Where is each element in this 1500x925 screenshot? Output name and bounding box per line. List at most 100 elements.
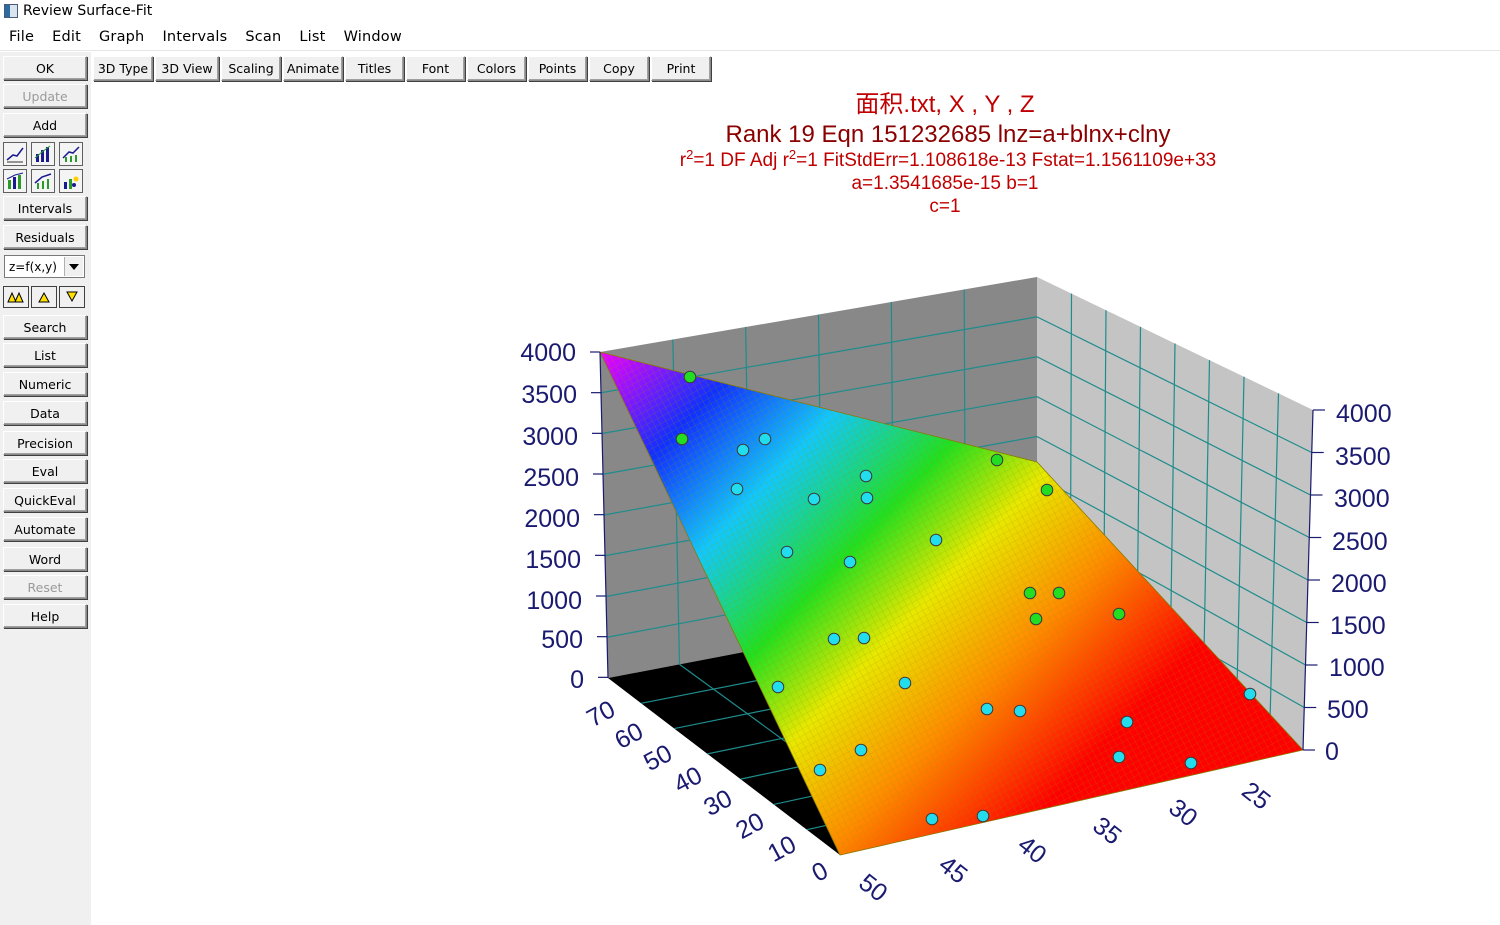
x-tick-label: 50 <box>853 868 892 907</box>
data-point <box>780 545 794 559</box>
plot-title-stats: r2=1 DF Adj r2=1 FitStdErr=1.108618e-13 … <box>680 147 1216 172</box>
data-point <box>758 432 772 446</box>
right-z-axis: 4000 3500 3000 2500 2000 1500 1000 500 0 <box>1325 400 1392 766</box>
menu-list[interactable]: List <box>299 29 326 45</box>
z-tick-label: 2500 <box>523 464 579 492</box>
ok-button[interactable]: OK <box>3 56 87 80</box>
grid-line <box>1235 376 1245 712</box>
font-button[interactable]: Font <box>406 56 465 81</box>
z-tick-label: 2000 <box>524 505 580 533</box>
titles-button[interactable]: Titles <box>345 56 404 81</box>
z-tick-label: 0 <box>1325 738 1339 766</box>
data-point <box>1052 586 1066 600</box>
z-tick-label: 0 <box>570 666 584 694</box>
z-tick-label: 500 <box>541 626 583 654</box>
quickeval-button[interactable]: QuickEval <box>3 488 87 512</box>
x-tick-label: 35 <box>1087 811 1126 850</box>
data-point <box>1243 687 1257 701</box>
data-point <box>683 370 697 384</box>
print-button[interactable]: Print <box>651 56 711 81</box>
word-button[interactable]: Word <box>3 547 87 571</box>
reset-button[interactable]: Reset <box>3 575 87 599</box>
plot-title-coef-c: c=1 <box>929 196 960 217</box>
function-type-value: z=f(x,y) <box>9 259 57 274</box>
menu-window[interactable]: Window <box>343 29 402 45</box>
scatter-bar-graph-icon[interactable] <box>59 169 83 193</box>
z-tick-label: 1000 <box>526 587 582 615</box>
help-button[interactable]: Help <box>3 604 87 628</box>
data-point <box>860 491 874 505</box>
bar-graph-icon[interactable] <box>31 142 55 166</box>
y-tick-label: 60 <box>610 717 648 755</box>
chevron-down-icon[interactable] <box>64 257 83 276</box>
menu-graph[interactable]: Graph <box>98 29 145 45</box>
3d-type-button[interactable]: 3D Type <box>93 56 153 81</box>
z-tick-label: 4000 <box>520 339 576 367</box>
add-button[interactable]: Add <box>3 113 87 137</box>
z-tick-label: 3000 <box>1334 485 1390 513</box>
x-tick-label: 30 <box>1163 793 1202 832</box>
z-tick-label: 1500 <box>1330 612 1386 640</box>
menu-edit[interactable]: Edit <box>52 29 81 45</box>
y-tick-label: 20 <box>731 807 769 845</box>
data-point <box>857 631 871 645</box>
copy-button[interactable]: Copy <box>589 56 649 81</box>
data-point <box>898 676 912 690</box>
data-point <box>1112 750 1126 764</box>
plot-title-file: 面积.txt, X , Y , Z <box>855 91 1034 118</box>
data-point <box>807 492 821 506</box>
window-title: Review Surface-Fit <box>23 3 153 19</box>
grid-line <box>1202 360 1211 693</box>
plot-title-equation: Rank 19 Eqn 151232685 lnz=a+blnx+clny <box>725 121 1170 148</box>
data-point <box>1013 704 1027 718</box>
y-tick-label: 10 <box>763 830 801 868</box>
data-point <box>675 432 689 446</box>
line-graph-icon[interactable] <box>3 142 27 166</box>
area-graph-icon[interactable] <box>31 169 55 193</box>
z-tick-label: 4000 <box>1336 400 1392 428</box>
data-point <box>827 632 841 646</box>
animate-button[interactable]: Animate <box>283 56 343 81</box>
data-point <box>859 469 873 483</box>
residuals-button[interactable]: Residuals <box>3 225 87 249</box>
scaling-button[interactable]: Scaling <box>221 56 281 81</box>
grid-line <box>1269 393 1280 731</box>
z-tick-label: 500 <box>1327 696 1369 724</box>
double-triangle-icon[interactable] <box>3 286 29 308</box>
automate-button[interactable]: Automate <box>3 517 87 541</box>
title-bar: Review Surface-Fit <box>0 0 1500 22</box>
z-tick-label: 1500 <box>525 546 581 574</box>
data-point <box>736 443 750 457</box>
menu-file[interactable]: File <box>9 29 35 45</box>
3d-view-button[interactable]: 3D View <box>155 56 219 81</box>
numeric-button[interactable]: Numeric <box>3 372 87 396</box>
plot-title-coef-ab: a=1.3541685e-15 b=1 <box>851 173 1038 194</box>
triangle-down-icon[interactable] <box>59 286 85 308</box>
z-tick-label: 2500 <box>1332 528 1388 556</box>
menu-bar: File Edit Graph Intervals Scan List Wind… <box>0 24 1500 51</box>
eval-button[interactable]: Eval <box>3 459 87 483</box>
x-tick-label: 45 <box>933 850 972 889</box>
update-button[interactable]: Update <box>3 84 87 108</box>
triangle-up-icon[interactable] <box>31 286 57 308</box>
menu-scan[interactable]: Scan <box>245 29 282 45</box>
intervals-button[interactable]: Intervals <box>3 196 87 220</box>
precision-button[interactable]: Precision <box>3 431 87 455</box>
data-points <box>675 370 1257 826</box>
colors-button[interactable]: Colors <box>467 56 526 81</box>
data-point <box>980 702 994 716</box>
data-point <box>813 763 827 777</box>
data-point <box>929 533 943 547</box>
line-bar-graph-icon[interactable] <box>59 142 83 166</box>
search-button[interactable]: Search <box>3 315 87 339</box>
menu-intervals[interactable]: Intervals <box>162 29 228 45</box>
list-button[interactable]: List <box>3 343 87 367</box>
left-z-axis: 4000 3500 3000 2500 2000 1500 1000 500 0 <box>520 339 584 694</box>
data-point <box>854 743 868 757</box>
bar-line-graph-icon[interactable] <box>3 169 27 193</box>
x-tick-label: 25 <box>1236 776 1275 815</box>
points-button[interactable]: Points <box>528 56 587 81</box>
function-type-select[interactable]: z=f(x,y) <box>4 255 85 278</box>
data-button[interactable]: Data <box>3 401 87 425</box>
